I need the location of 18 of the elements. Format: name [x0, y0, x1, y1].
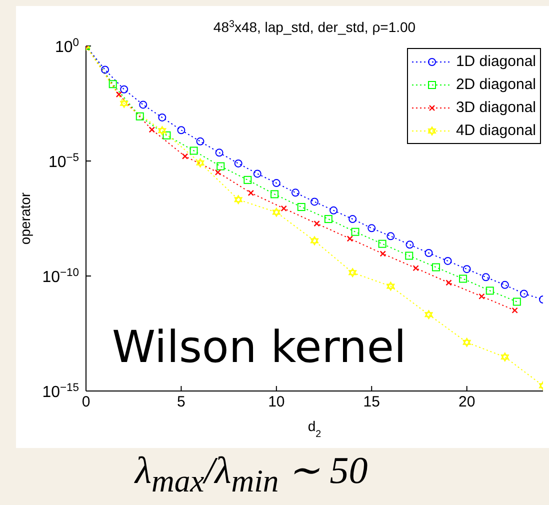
x-axis-title: d$_{2}$	[308, 418, 322, 440]
y-tick-label: 10$^{−10}$	[42, 267, 79, 286]
annotation: Wilson kernel	[112, 322, 406, 373]
x-tick-label: 0	[82, 394, 90, 411]
legend-label: 3D diagonal	[456, 99, 536, 116]
y-tick-label: 10$^{0}$	[54, 37, 79, 56]
x-tick-label: 20	[458, 394, 476, 411]
y-tick-label: 10$^{−5}$	[48, 152, 79, 171]
legend-label: 2D diagonal	[456, 76, 536, 93]
y-axis-title: operator	[17, 192, 33, 245]
text: λ$_{max}$/λ$_{min}$ ∼ 50	[135, 449, 368, 500]
x-tick-label: 10	[268, 394, 285, 411]
x-tick-label: 15	[363, 394, 380, 411]
x-tick-label: 5	[177, 394, 186, 411]
legend-label: 4D diagonal	[456, 122, 536, 139]
legend-label: 1D diagonal	[456, 53, 536, 70]
y-tick-label: 10$^{−15}$	[42, 382, 79, 401]
chart-title: 48$^{3}$x48, lap_std, der_std, ρ=1.00	[213, 18, 416, 35]
